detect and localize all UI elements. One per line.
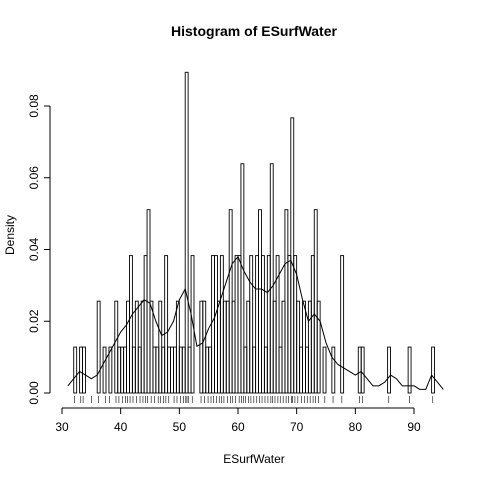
density-curve: [67, 256, 444, 390]
histogram-bar: [108, 346, 113, 394]
histogram-bar: [240, 163, 245, 394]
histogram-bar: [96, 300, 101, 394]
histogram-bar: [322, 346, 327, 394]
y-axis-label: Density: [3, 215, 17, 255]
histogram-bars: [73, 71, 435, 394]
x-axis: 30 40 50 60 70 80 90: [55, 407, 421, 434]
x-tick-label: 80: [349, 420, 363, 434]
histogram-bar: [82, 346, 86, 394]
histogram-bar: [269, 163, 274, 394]
histogram-bar: [431, 346, 435, 394]
histogram-bar: [249, 255, 254, 394]
histogram-bar: [73, 346, 78, 394]
histogram-bar: [316, 300, 321, 394]
y-axis: 0.00 0.02 0.04 0.06 0.08: [27, 94, 51, 405]
y-tick-label: 0.06: [27, 166, 41, 190]
histogram-bar: [164, 255, 169, 394]
histogram-bar: [275, 255, 280, 394]
y-tick-label: 0.04: [27, 237, 41, 261]
x-tick-label: 90: [407, 420, 421, 434]
x-tick-label: 50: [173, 420, 187, 434]
y-tick-label: 0.08: [27, 94, 41, 118]
y-tick-label: 0.00: [27, 381, 41, 405]
histogram-bar: [331, 346, 336, 394]
x-tick-label: 30: [55, 420, 69, 434]
y-tick-label: 0.02: [27, 309, 41, 333]
histogram-bar: [340, 255, 345, 394]
density-curve-group: [67, 256, 444, 390]
x-tick-label: 70: [290, 420, 304, 434]
histogram-bar: [360, 346, 365, 394]
x-axis-label: ESurfWater: [223, 452, 285, 466]
histogram-bar: [387, 346, 391, 394]
histogram-bar: [190, 255, 195, 394]
x-tick-label: 60: [231, 420, 245, 434]
chart-title: Histogram of ESurfWater: [171, 23, 337, 39]
rug-marks: [74, 396, 434, 403]
histogram-bar: [407, 346, 412, 394]
x-tick-label: 40: [114, 420, 128, 434]
histogram-bar: [184, 71, 189, 394]
histogram-bar: [102, 346, 107, 394]
histogram-bar: [129, 255, 133, 394]
histogram-bar: [261, 255, 265, 394]
